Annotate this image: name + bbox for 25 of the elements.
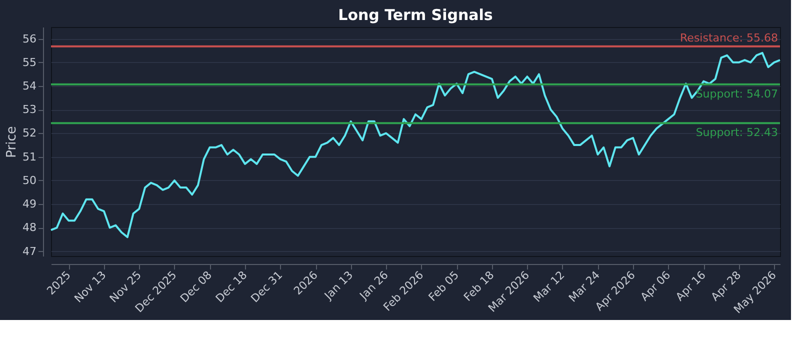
y-tick-label: 55 <box>22 56 36 69</box>
x-tick-label: Dec 18 <box>213 268 250 306</box>
y-tick-label: 49 <box>22 198 36 211</box>
y-tick-label: 47 <box>22 244 36 258</box>
y-tick-label: 48 <box>22 221 36 234</box>
x-tick-label: Apr 06 <box>638 268 674 304</box>
line-series <box>50 52 781 238</box>
y-tick-label: 52 <box>22 126 36 140</box>
y-tick-label: 54 <box>22 80 36 93</box>
y-tick-label: 53 <box>22 103 36 116</box>
chart-title: Long Term Signals <box>338 6 493 24</box>
ref-line-label: Resistance: 55.68 <box>680 31 778 44</box>
x-tick-label: Dec 31 <box>248 268 286 306</box>
y-axis-title: Price <box>4 126 20 158</box>
x-tick-label: Mar 12 <box>530 268 568 305</box>
x-tick-label: Jan 13 <box>321 268 356 303</box>
y-tick-label: 51 <box>22 150 36 164</box>
ref-line-label: Support: 52.43 <box>696 126 778 140</box>
x-tick-label: Apr 16 <box>673 268 708 304</box>
x-tick-label: Dec 08 <box>178 268 214 306</box>
y-tick-label: 50 <box>22 174 36 187</box>
y-tick-label: 56 <box>22 32 36 46</box>
ref-line-label: Support: 54.07 <box>696 87 778 100</box>
x-tick-label: Feb 05 <box>426 268 462 304</box>
x-tick-label: Nov 13 <box>72 268 109 306</box>
